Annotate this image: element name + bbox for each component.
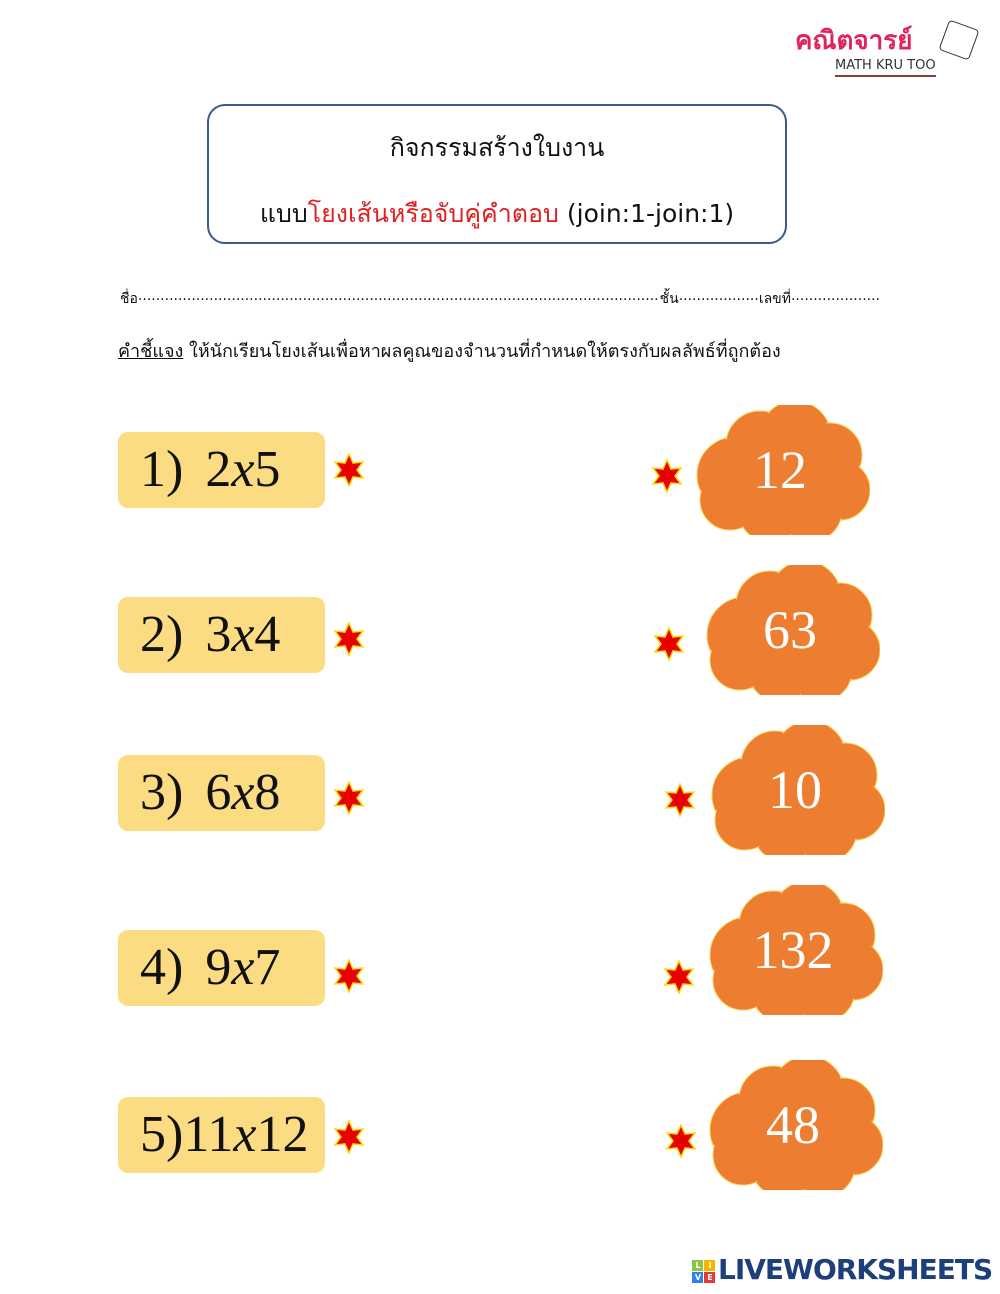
question-connector-star-icon[interactable] <box>332 621 366 657</box>
title-prefix: แบบ <box>259 199 308 228</box>
question-3: 3) 6x8 <box>118 755 325 831</box>
times-symbol: x <box>231 606 255 663</box>
times-symbol: x <box>231 939 255 996</box>
answer-value: 12 <box>753 440 807 500</box>
question-connector-star-icon[interactable] <box>332 958 366 994</box>
answer-value: 132 <box>752 920 834 980</box>
factor-a: 9 <box>205 939 232 996</box>
student-info-line: ชื่อ....................................… <box>120 288 880 310</box>
logo-english-text: MATH KRU TOO <box>835 58 936 77</box>
answer-value: 10 <box>768 760 822 820</box>
block-e: E <box>704 1271 715 1283</box>
question-number: 4) <box>140 939 184 996</box>
factor-b: 4 <box>254 606 281 663</box>
question-number: 5) <box>140 1106 184 1163</box>
instructions: คำชี้แจง ให้นักเรียนโยงเส้นเพื่อหาผลคูณข… <box>118 336 781 365</box>
instructions-label: คำชี้แจง <box>118 341 184 362</box>
number-label: เลขที่ <box>758 291 791 307</box>
title-box: กิจกรรมสร้างใบงาน แบบโยงเส้นหรือจับคู่คำ… <box>207 104 787 244</box>
times-symbol: x <box>231 441 255 498</box>
factor-b: 12 <box>256 1106 309 1163</box>
question-1: 1) 2x5 <box>118 432 325 508</box>
factor-a: 2 <box>205 441 232 498</box>
answer-cloud-3: 10 <box>705 720 886 863</box>
answer-value: 48 <box>766 1095 820 1155</box>
factor-a: 6 <box>205 764 232 821</box>
answer-cloud-5: 48 <box>703 1055 884 1198</box>
dice-icon <box>938 19 980 61</box>
question-connector-star-icon[interactable] <box>332 452 366 488</box>
question-number: 2) <box>140 606 184 663</box>
times-symbol: x <box>233 1106 257 1163</box>
question-connector-star-icon[interactable] <box>332 1119 366 1155</box>
factor-a: 3 <box>205 606 232 663</box>
question-2: 2) 3x4 <box>118 597 325 673</box>
answer-connector-star-icon[interactable] <box>652 626 686 662</box>
question-number: 1) <box>140 441 184 498</box>
question-connector-star-icon[interactable] <box>332 780 366 816</box>
answer-connector-star-icon[interactable] <box>664 1123 698 1159</box>
class-field[interactable]: .................. <box>678 288 759 304</box>
answer-cloud-1: 12 <box>690 400 871 543</box>
logo-thai-text: คณิตจารย์ <box>795 26 913 56</box>
answer-cloud-2: 63 <box>700 560 881 703</box>
factor-a: 11 <box>183 1106 234 1163</box>
answer-connector-star-icon[interactable] <box>662 959 696 995</box>
block-i: I <box>704 1259 715 1271</box>
liveworksheets-text: LIVEWORKSHEETS <box>718 1253 993 1286</box>
class-label: ชั้น <box>659 291 679 307</box>
title-line-2: แบบโยงเส้นหรือจับคู่คำตอบ (join:1-join:1… <box>209 194 785 234</box>
name-field[interactable]: ........................................… <box>137 288 660 304</box>
answer-cloud-4: 132 <box>703 880 884 1023</box>
answer-connector-star-icon[interactable] <box>650 458 684 494</box>
answer-connector-star-icon[interactable] <box>663 782 697 818</box>
title-suffix: (join:1-join:1) <box>558 199 735 228</box>
name-label: ชื่อ <box>120 291 138 307</box>
question-4: 4) 9x7 <box>118 930 325 1006</box>
title-line-1: กิจกรรมสร้างใบงาน <box>389 133 605 162</box>
question-number: 3) <box>140 764 184 821</box>
block-v: V <box>692 1271 703 1283</box>
block-l: L <box>692 1259 703 1271</box>
answer-value: 63 <box>763 600 817 660</box>
factor-b: 8 <box>254 764 281 821</box>
number-field[interactable]: .................... <box>790 288 880 304</box>
factor-b: 7 <box>254 939 281 996</box>
instructions-text: ให้นักเรียนโยงเส้นเพื่อหาผลคูณของจำนวนที… <box>183 341 781 362</box>
times-symbol: x <box>231 764 255 821</box>
question-5: 5)11x12 <box>118 1097 325 1173</box>
brand-logo: คณิตจารย์ MATH KRU TOO <box>795 19 980 80</box>
title-highlight: โยงเส้นหรือจับคู่คำตอบ <box>307 199 559 228</box>
factor-b: 5 <box>254 441 281 498</box>
